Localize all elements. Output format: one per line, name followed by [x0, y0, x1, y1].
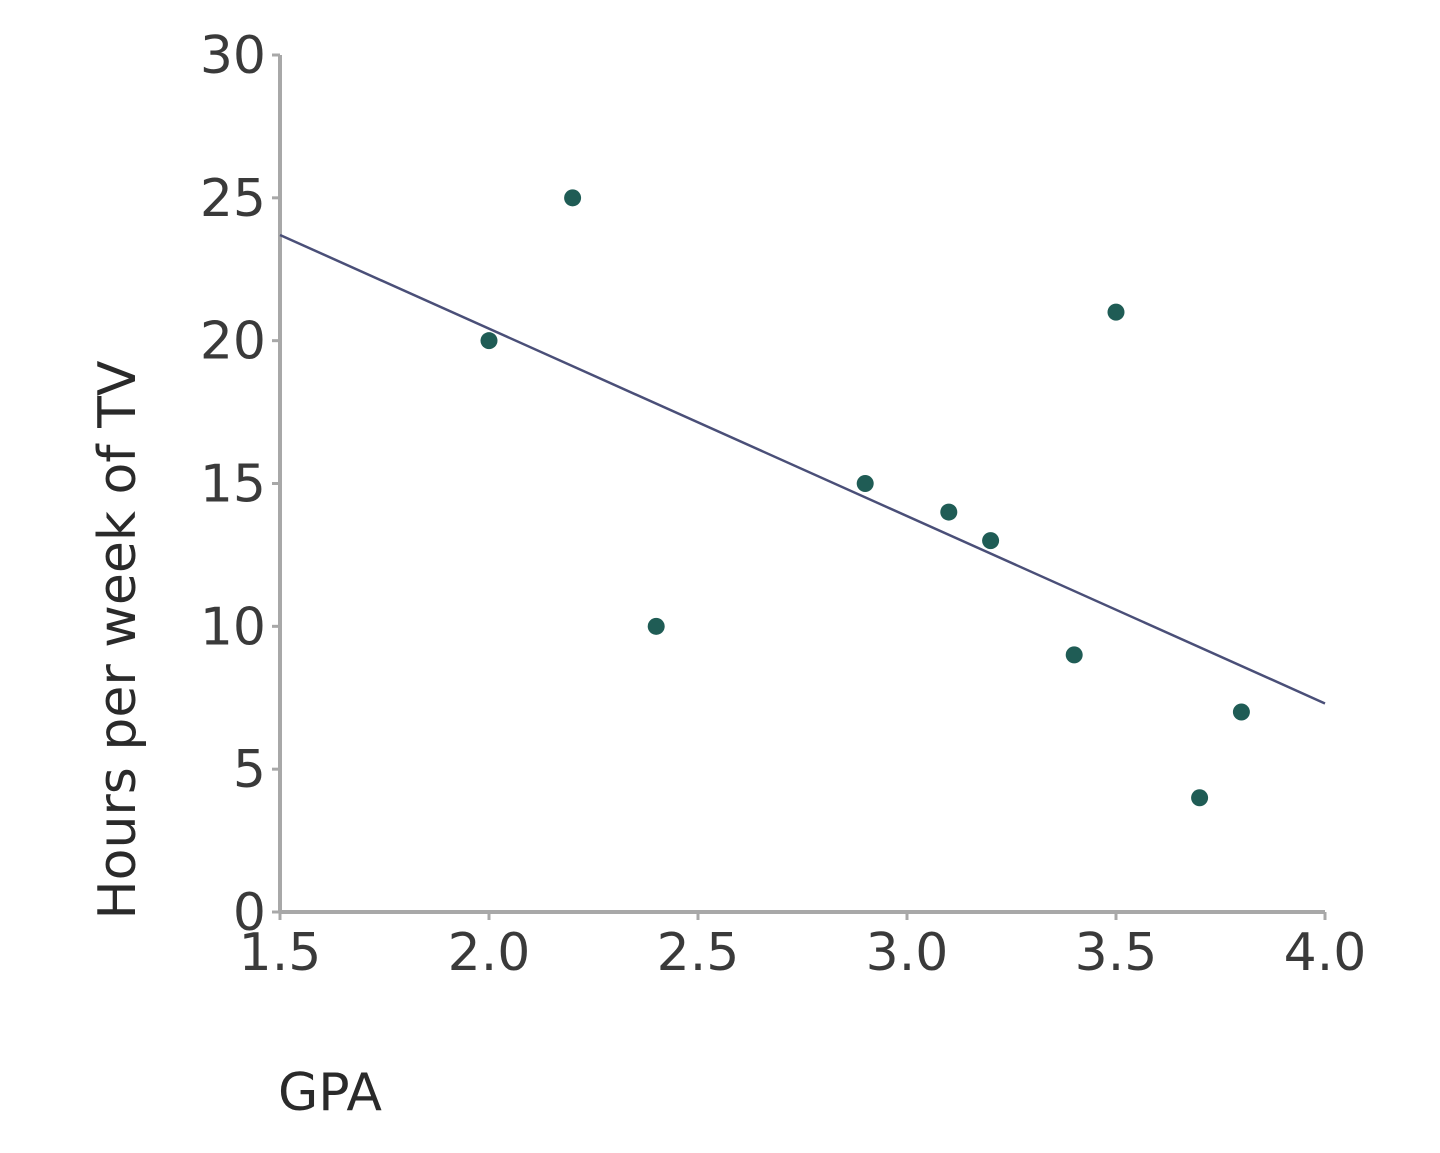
y-tick-label: 20	[200, 312, 266, 372]
y-tick-label: 10	[200, 597, 266, 657]
axes	[272, 53, 1327, 920]
x-tick-label: 2.5	[657, 923, 740, 983]
y-axis-title: Hours per week of TV	[88, 360, 148, 919]
x-tick-label: 4.0	[1284, 923, 1367, 983]
x-tick-label: 1.5	[239, 923, 322, 983]
y-tick-label: 25	[200, 169, 266, 229]
data-point	[1191, 789, 1209, 807]
data-point	[647, 617, 665, 635]
data-point	[940, 503, 958, 521]
data-points	[480, 189, 1250, 807]
y-tick-label: 0	[233, 883, 266, 943]
data-point	[1065, 646, 1083, 664]
trendline	[279, 233, 1326, 705]
y-tick-label: 5	[233, 740, 266, 800]
tick-labels: 0 5 10 15 20 25 30 1.5 2.0 2.5 3.0 3.5 4.0	[200, 26, 1367, 983]
data-point	[982, 532, 1000, 550]
data-point	[564, 189, 582, 207]
data-point	[480, 332, 498, 350]
x-tick-label: 3.5	[1075, 923, 1158, 983]
data-point	[1232, 703, 1250, 721]
y-tick-label: 15	[200, 455, 266, 515]
x-tick-label: 3.0	[866, 923, 949, 983]
data-point	[856, 475, 874, 492]
trendline-layer	[279, 233, 1326, 705]
x-tick-label: 2.0	[448, 923, 531, 983]
x-axis-title: GPA	[278, 1063, 382, 1123]
data-point	[1107, 303, 1125, 321]
y-tick-label: 30	[200, 26, 266, 86]
